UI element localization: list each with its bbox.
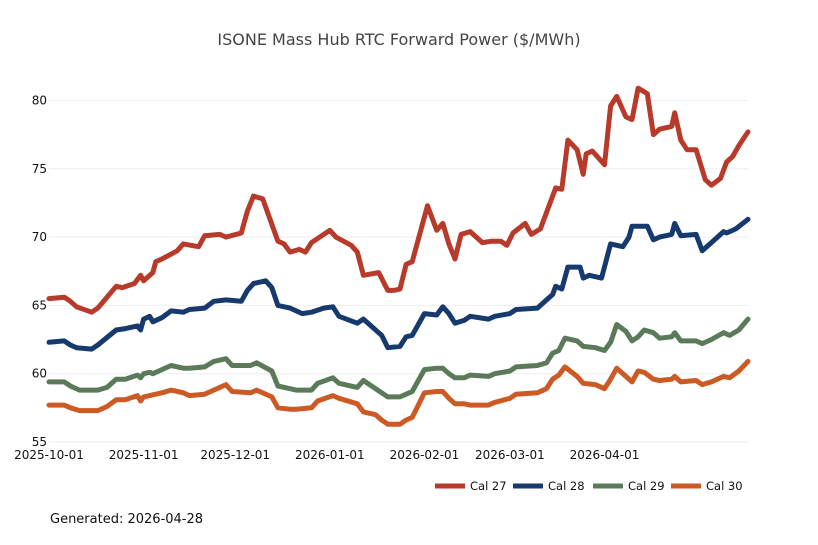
series-line-cal-27 <box>46 85 751 315</box>
y-tick-label: 65 <box>32 298 47 312</box>
x-tick-label: 2026-02-01 <box>390 448 460 462</box>
x-tick-label: 2026-03-01 <box>475 448 545 462</box>
legend-label: Cal 28 <box>548 479 585 493</box>
legend-label: Cal 27 <box>470 479 507 493</box>
x-axis: 2025-10-01 2025-11-01 2025-12-01 2026-01-01… <box>14 448 639 462</box>
grid-layer <box>49 99 748 443</box>
legend-item-cal-30: Cal 30 <box>671 479 743 493</box>
series-line-cal-29 <box>46 316 751 400</box>
y-tick-label: 55 <box>32 435 47 449</box>
y-tick-label: 60 <box>32 367 47 381</box>
x-tick-label: 2025-10-01 <box>14 448 84 462</box>
x-tick-label: 2026-01-01 <box>295 448 365 462</box>
x-tick-label: 2026-04-01 <box>570 448 640 462</box>
legend: Cal 27 Cal 28 Cal 29 Cal 30 <box>435 479 743 493</box>
series-line-cal-28 <box>46 216 751 352</box>
legend-label: Cal 29 <box>628 479 665 493</box>
legend-item-cal-28: Cal 28 <box>513 479 585 493</box>
series-line-cal-30 <box>46 358 751 427</box>
legend-item-cal-27: Cal 27 <box>435 479 507 493</box>
y-tick-label: 75 <box>32 162 47 176</box>
legend-label: Cal 30 <box>706 479 743 493</box>
generated-timestamp: Generated: 2026-04-28 <box>50 512 204 527</box>
x-tick-label: 2025-11-01 <box>109 448 179 462</box>
legend-item-cal-29: Cal 29 <box>593 479 665 493</box>
x-tick-label: 2025-12-01 <box>200 448 270 462</box>
series-layer <box>46 85 751 427</box>
chart-title: ISONE Mass Hub RTC Forward Power ($/MWh) <box>217 30 580 49</box>
y-tick-label: 80 <box>32 93 47 107</box>
y-tick-label: 70 <box>32 230 47 244</box>
y-axis: 55 60 65 70 75 80 <box>32 93 47 449</box>
